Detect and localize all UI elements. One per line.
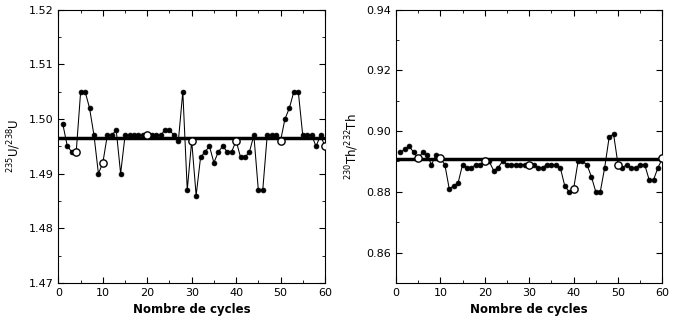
Y-axis label: $^{235}$U/$^{238}$U: $^{235}$U/$^{238}$U [5,119,23,174]
X-axis label: Nombre de cycles: Nombre de cycles [470,303,588,317]
X-axis label: Nombre de cycles: Nombre de cycles [133,303,250,317]
Y-axis label: $^{230}$Th/$^{232}$Th: $^{230}$Th/$^{232}$Th [343,113,360,180]
